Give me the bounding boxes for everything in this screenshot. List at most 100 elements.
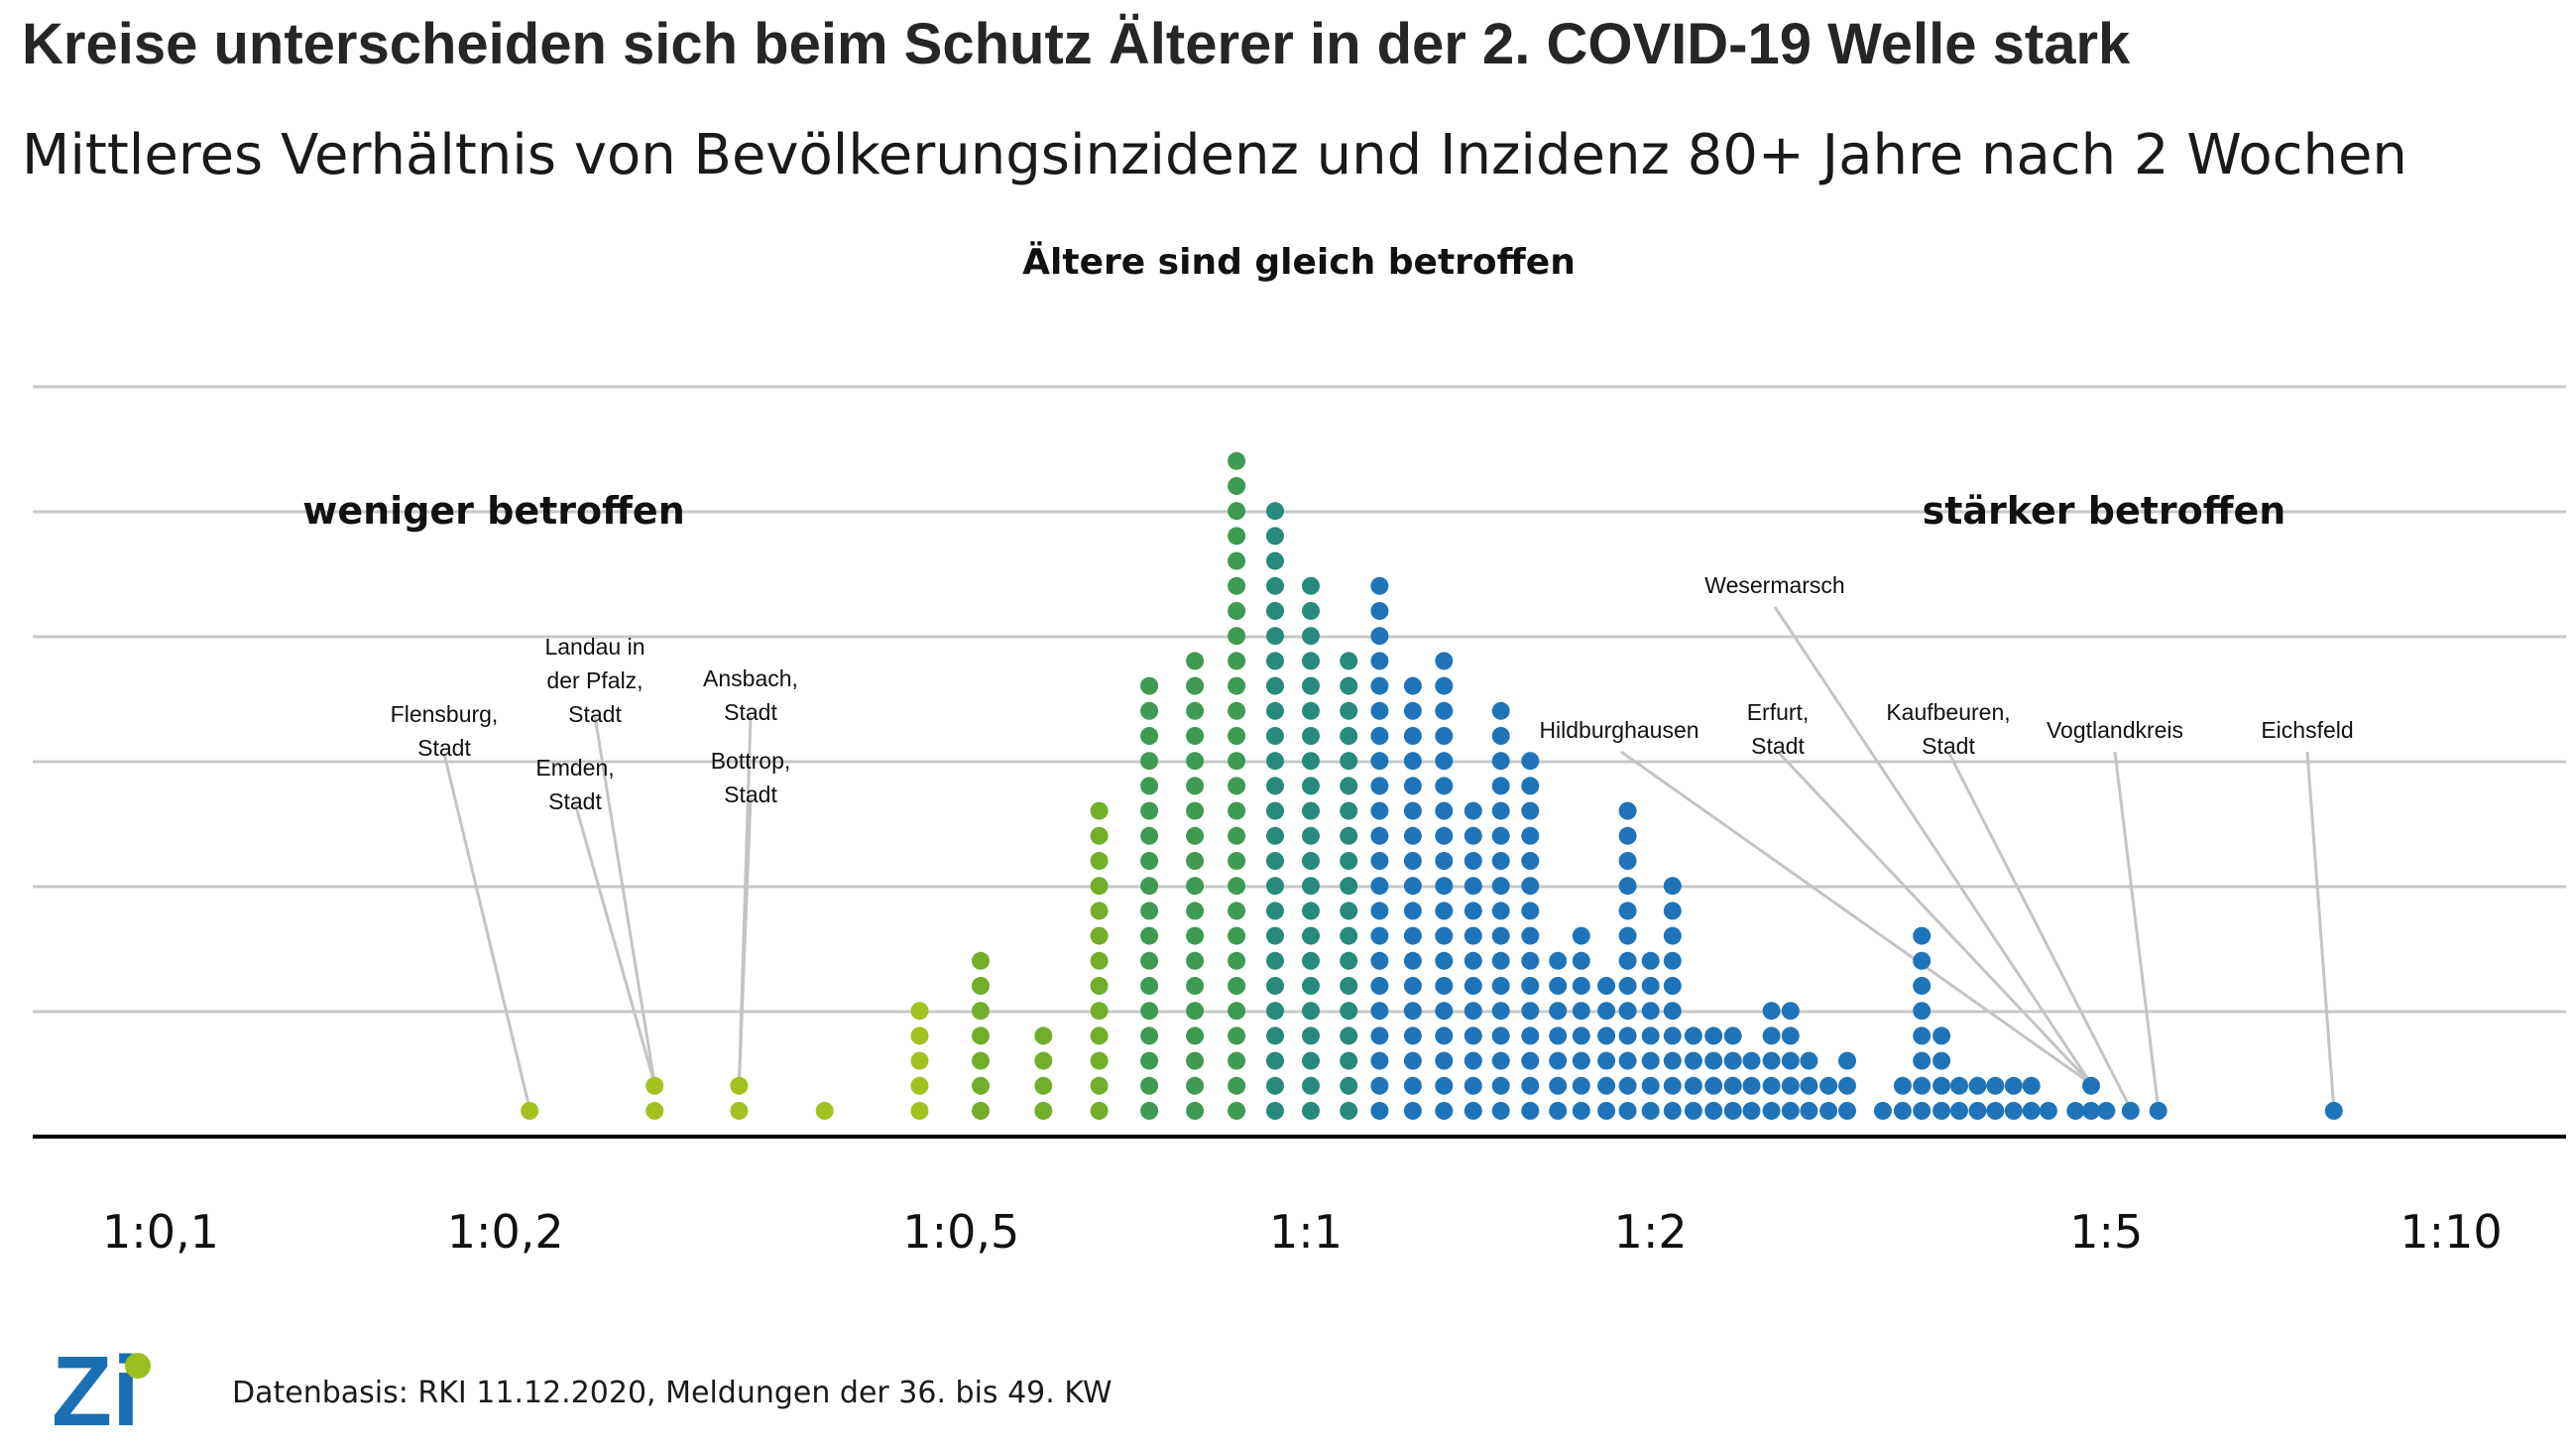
- dot-column: [645, 1076, 664, 1120]
- data-point: [1340, 801, 1358, 820]
- annotation-label: Erfurt,: [1747, 699, 1810, 725]
- center-region-label: Ältere sind gleich betroffen: [1022, 241, 1576, 283]
- data-point: [1572, 1051, 1590, 1070]
- data-point: [1663, 1026, 1682, 1045]
- data-point: [1228, 852, 1246, 870]
- data-point: [910, 1076, 929, 1095]
- data-point: [1435, 752, 1454, 771]
- data-point: [1034, 1076, 1053, 1095]
- data-point: [1302, 951, 1320, 970]
- data-point: [1491, 926, 1510, 945]
- annotation-leader: [1946, 751, 2133, 1110]
- data-point: [972, 1051, 990, 1070]
- data-point: [1950, 1076, 1968, 1095]
- data-point: [1800, 1051, 1818, 1070]
- data-point: [1521, 1102, 1540, 1120]
- data-point: [1090, 1051, 1109, 1070]
- dot-column: [1800, 1051, 1818, 1120]
- data-point: [1838, 1102, 1856, 1120]
- data-point: [1521, 801, 1540, 820]
- annotation-leader: [442, 753, 531, 1110]
- data-point: [1370, 1102, 1389, 1120]
- data-point: [1893, 1076, 1912, 1095]
- dot-column: [1819, 1076, 1838, 1120]
- data-point: [1549, 951, 1568, 970]
- left-region-label: weniger betroffen: [302, 489, 685, 533]
- data-point: [1340, 1102, 1358, 1120]
- data-point: [1618, 1102, 1637, 1120]
- data-point: [1762, 1051, 1781, 1070]
- data-point: [1140, 951, 1159, 970]
- data-point: [1403, 1051, 1422, 1070]
- data-point: [1684, 1076, 1702, 1095]
- data-point: [1572, 1002, 1590, 1021]
- data-point: [1140, 977, 1159, 995]
- data-point: [1762, 1026, 1781, 1045]
- data-point: [1370, 826, 1389, 845]
- dot-column: [1090, 801, 1109, 1120]
- data-point: [1370, 1026, 1389, 1045]
- data-point: [1913, 1026, 1932, 1045]
- data-point: [1549, 1002, 1568, 1021]
- data-point: [1572, 977, 1590, 995]
- data-point: [1302, 701, 1320, 720]
- data-point: [1403, 1002, 1422, 1021]
- data-point: [1597, 1026, 1616, 1045]
- data-point: [1464, 951, 1482, 970]
- data-point: [1618, 1026, 1637, 1045]
- data-point: [1370, 977, 1389, 995]
- data-point: [1228, 752, 1246, 771]
- data-point: [1302, 926, 1320, 945]
- data-point: [1266, 602, 1284, 620]
- data-point: [1403, 902, 1422, 920]
- data-point: [1090, 951, 1109, 970]
- dot-column: [972, 951, 990, 1120]
- data-point: [1572, 1076, 1590, 1095]
- data-point: [1302, 752, 1320, 771]
- data-point: [645, 1102, 664, 1120]
- data-point: [1228, 951, 1246, 970]
- data-point: [1435, 852, 1454, 870]
- annotation-label: Eichsfeld: [2261, 717, 2353, 743]
- data-point: [1684, 1026, 1702, 1045]
- data-point: [1302, 652, 1320, 670]
- data-point: [730, 1102, 749, 1120]
- data-point: [1403, 977, 1422, 995]
- data-point: [1618, 1051, 1637, 1070]
- data-point: [1228, 826, 1246, 845]
- data-point: [1464, 1076, 1482, 1095]
- dot-column: [1742, 1051, 1761, 1120]
- logo-wordmark: Zi: [52, 1336, 140, 1447]
- data-point: [1370, 877, 1389, 896]
- data-point: [1435, 1051, 1454, 1070]
- data-point: [1464, 902, 1482, 920]
- data-point: [2004, 1076, 2023, 1095]
- data-point: [910, 1102, 929, 1120]
- data-point: [1618, 877, 1637, 896]
- data-point: [1266, 1076, 1284, 1095]
- data-point: [1491, 1026, 1510, 1045]
- data-point: [1186, 1051, 1205, 1070]
- data-point: [1641, 951, 1660, 970]
- dot-column: [815, 1102, 834, 1120]
- dot-column: [1663, 877, 1682, 1120]
- data-point: [1266, 902, 1284, 920]
- data-point: [1663, 1102, 1682, 1120]
- data-point: [1140, 701, 1159, 720]
- dot-column: [1186, 652, 1205, 1120]
- dot-column: [1228, 451, 1246, 1120]
- data-point: [1618, 951, 1637, 970]
- data-point: [1762, 1102, 1781, 1120]
- data-point: [1186, 777, 1205, 795]
- data-point: [1370, 852, 1389, 870]
- data-point: [1186, 826, 1205, 845]
- data-point: [1521, 1076, 1540, 1095]
- annotation-label: der Pfalz,: [546, 667, 643, 693]
- data-point: [972, 977, 990, 995]
- data-point: [1781, 1076, 1800, 1095]
- data-point: [1370, 777, 1389, 795]
- data-point: [1618, 852, 1637, 870]
- data-point: [2039, 1102, 2057, 1120]
- dot-column: [1950, 1076, 1968, 1120]
- dot-column: [1913, 926, 1932, 1120]
